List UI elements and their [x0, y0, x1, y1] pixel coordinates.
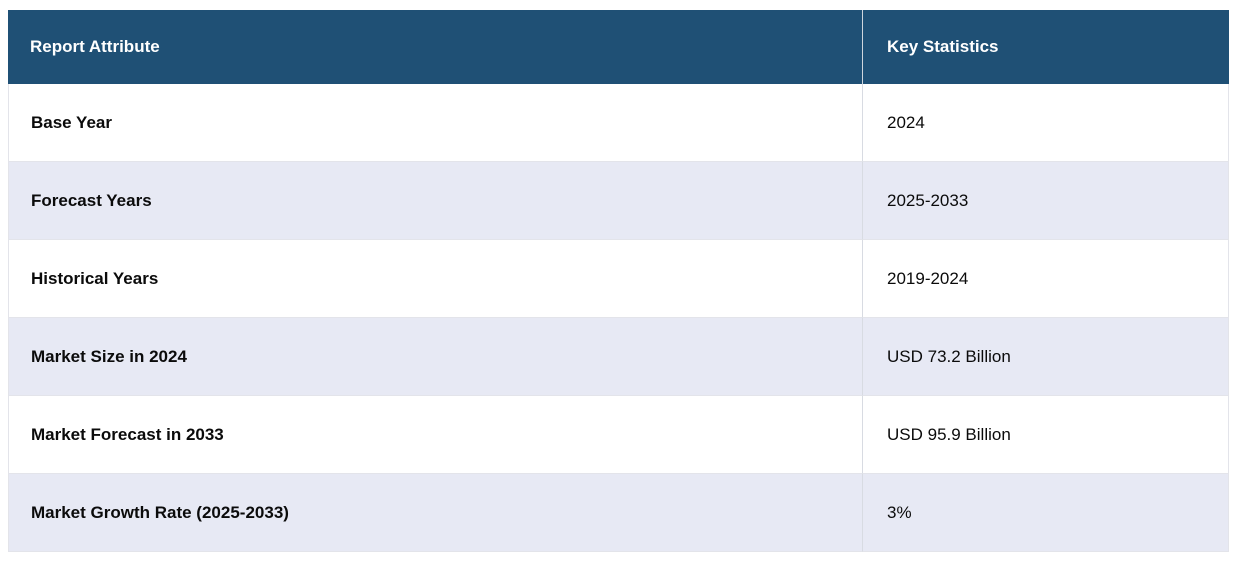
key-statistic-cell: 2019-2024	[862, 240, 1229, 318]
key-statistic-cell: USD 95.9 Billion	[862, 396, 1229, 474]
column-header-report-attribute: Report Attribute	[8, 10, 862, 84]
table-row: Market Size in 2024 USD 73.2 Billion	[8, 318, 1229, 396]
report-attributes-table: Report Attribute Key Statistics Base Yea…	[8, 10, 1229, 552]
report-attribute-cell: Historical Years	[8, 240, 862, 318]
report-attribute-cell: Market Growth Rate (2025-2033)	[8, 474, 862, 552]
key-statistic-cell: 2024	[862, 84, 1229, 162]
column-header-key-statistics: Key Statistics	[862, 10, 1229, 84]
table-body: Base Year 2024 Forecast Years 2025-2033 …	[8, 84, 1229, 552]
table-row: Historical Years 2019-2024	[8, 240, 1229, 318]
key-statistic-cell: 2025-2033	[862, 162, 1229, 240]
table-header-row: Report Attribute Key Statistics	[8, 10, 1229, 84]
report-attribute-cell: Market Forecast in 2033	[8, 396, 862, 474]
table-row: Market Forecast in 2033 USD 95.9 Billion	[8, 396, 1229, 474]
key-statistic-cell: 3%	[862, 474, 1229, 552]
table-row: Base Year 2024	[8, 84, 1229, 162]
table-row: Market Growth Rate (2025-2033) 3%	[8, 474, 1229, 552]
key-statistic-cell: USD 73.2 Billion	[862, 318, 1229, 396]
report-attribute-cell: Market Size in 2024	[8, 318, 862, 396]
report-attribute-cell: Base Year	[8, 84, 862, 162]
report-attribute-cell: Forecast Years	[8, 162, 862, 240]
table-row: Forecast Years 2025-2033	[8, 162, 1229, 240]
